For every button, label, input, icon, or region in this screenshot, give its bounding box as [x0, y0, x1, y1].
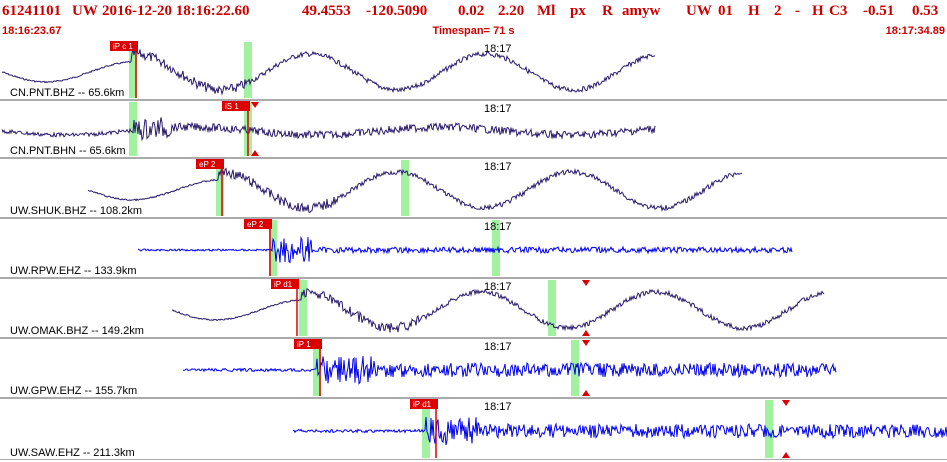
pick-marker [271, 279, 299, 289]
minute-label: 18:17 [484, 43, 512, 55]
pick-label: iP d1 [413, 400, 432, 409]
pick-band [492, 220, 500, 276]
station-label: UW.GPW.EHZ -- 155.7km [10, 385, 137, 397]
pick-marker [244, 219, 272, 229]
event-val2: 0.53 [912, 3, 939, 19]
pick-band [216, 160, 224, 216]
event-depth: 0.02 [458, 3, 485, 19]
arrival-marker-bottom [251, 150, 259, 156]
pick-marker [410, 399, 438, 409]
event-dash: - [795, 3, 800, 19]
event-val1: -0.51 [863, 3, 895, 19]
pick-band [313, 340, 321, 396]
event-type: px [570, 3, 586, 19]
event-review: R [602, 3, 613, 19]
event-count: 2 [774, 3, 782, 19]
arrival-marker-top [582, 340, 590, 346]
pick-marker [222, 101, 250, 111]
waveform [1, 48, 656, 96]
event-flag: H [812, 3, 824, 19]
minute-label: 18:17 [484, 161, 512, 173]
timespan: Timespan= 71 s [432, 25, 515, 37]
pick-label: iP c 1 [113, 42, 133, 51]
arrival-marker-bottom [782, 452, 790, 458]
waveform [1, 117, 656, 142]
arrival-marker-bottom [582, 330, 590, 336]
pick-band [422, 400, 430, 458]
event-class: C3 [829, 3, 848, 19]
event-lon: -120.5090 [366, 3, 428, 19]
event-mag: 2.20 [498, 3, 525, 19]
pick-marker [110, 41, 138, 51]
pick-label: iP d1 [274, 280, 293, 289]
event-version: 01 [718, 3, 733, 19]
event-header: 61241101 UW 2016-12-20 18:16:22.60 49.45… [0, 0, 947, 22]
pick-label: iP 1 [297, 340, 311, 349]
pick-label: eP 2 [199, 160, 216, 169]
pick-band [548, 280, 556, 336]
minute-label: 18:17 [484, 281, 512, 293]
pick-band [244, 42, 252, 98]
event-net: UW [72, 3, 98, 19]
arrival-marker-bottom [582, 390, 590, 396]
time-end: 18:17:34.89 [885, 25, 945, 37]
waveform [182, 356, 837, 385]
pick-band [401, 160, 409, 216]
pick-label: iS 1 [225, 102, 239, 111]
arrival-marker-top [251, 102, 259, 108]
event-datetime: 2016-12-20 18:16:22.60 [102, 3, 250, 19]
waveform [137, 235, 793, 264]
station-label: UW.SHUK.BHZ -- 108.2km [10, 205, 142, 217]
event-id: 61241101 [2, 3, 62, 19]
time-start: 18:16:23.67 [2, 25, 62, 37]
minute-label: 18:17 [484, 221, 512, 233]
waveform [171, 288, 825, 333]
event-gtype: H [748, 3, 760, 19]
arrival-marker-top [782, 400, 790, 406]
pick-marker [196, 159, 224, 169]
event-author: amyw [622, 3, 661, 19]
event-auth-net: UW [686, 3, 712, 19]
station-label: UW.RPW.EHZ -- 133.9km [10, 265, 137, 277]
minute-label: 18:17 [484, 103, 512, 115]
pick-marker [294, 339, 322, 349]
waveform [87, 167, 743, 213]
station-label: CN.PNT.BHZ -- 65.6km [10, 87, 124, 99]
pick-band [299, 280, 307, 336]
waveform [292, 417, 947, 446]
pick-band [571, 340, 579, 396]
station-label: UW.OMAK.BHZ -- 149.2km [10, 325, 144, 337]
pick-band [765, 400, 773, 458]
pick-label: eP 2 [247, 220, 264, 229]
arrival-marker-top [582, 280, 590, 286]
minute-label: 18:17 [484, 401, 512, 413]
pick-band [129, 42, 137, 98]
station-label: CN.PNT.BHN -- 65.6km [10, 145, 126, 157]
event-lat: 49.4553 [302, 3, 351, 19]
pick-band [269, 220, 277, 276]
minute-label: 18:17 [484, 341, 512, 353]
event-magtype: Ml [537, 3, 556, 19]
station-label: UW.SAW.EHZ -- 211.3km [10, 447, 135, 459]
